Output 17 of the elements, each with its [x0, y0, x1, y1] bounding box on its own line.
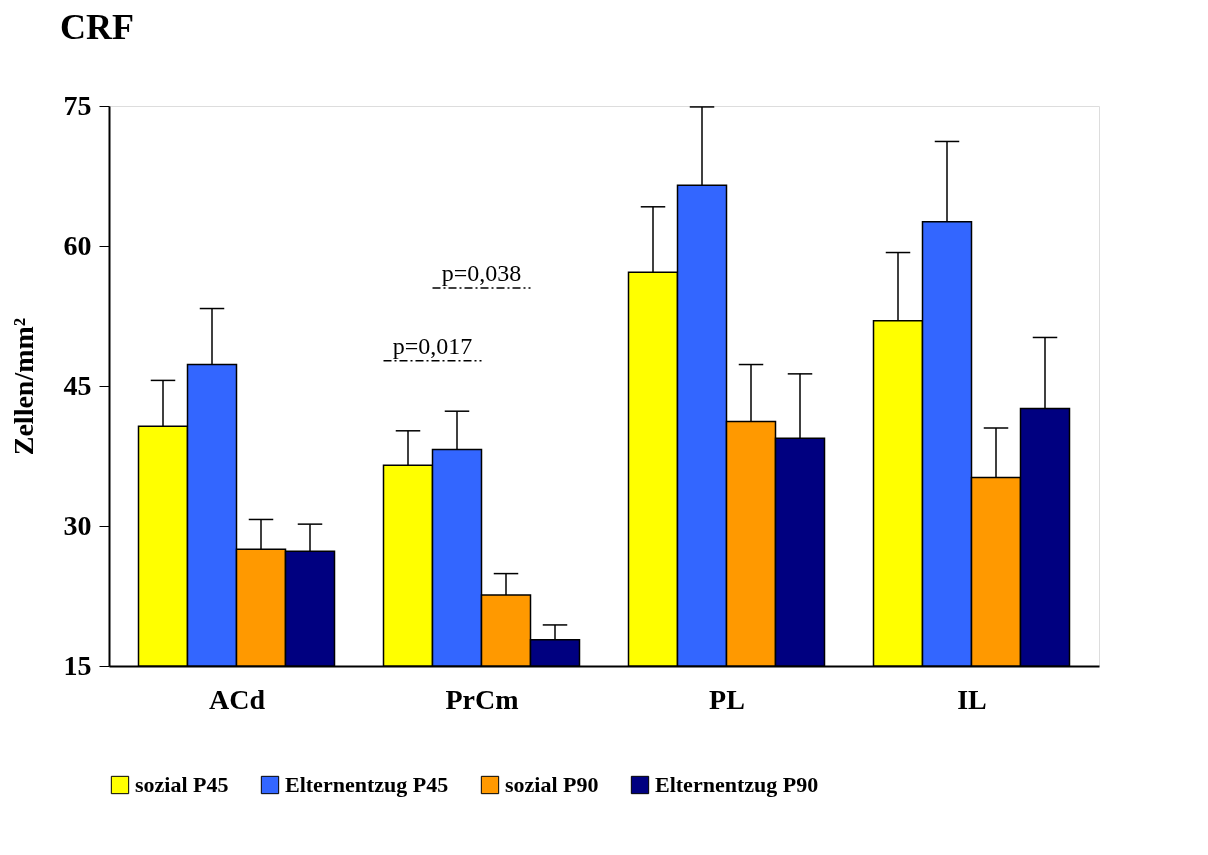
- y-tick-label: 45: [63, 369, 92, 401]
- x-tick-label: PrCm: [445, 683, 519, 715]
- x-tick-label: PL: [709, 683, 745, 715]
- legend-label: Elternentzug P90: [655, 772, 819, 797]
- y-tick-label: 15: [63, 649, 92, 681]
- x-tick-label: IL: [957, 683, 987, 715]
- legend-label: sozial P45: [135, 772, 229, 797]
- legend-label: sozial P90: [505, 772, 599, 797]
- y-tick-label: 30: [63, 509, 92, 541]
- annotation: p=0,017: [392, 332, 473, 359]
- y-tick-label: 75: [63, 89, 92, 121]
- chart-title: CRF: [60, 7, 134, 47]
- x-tick-label: ACd: [208, 683, 266, 715]
- legend-label: Elternentzug P45: [285, 772, 449, 797]
- annotation: p=0,038: [441, 260, 522, 286]
- y-axis-title: Zellen/mm²: [7, 317, 39, 456]
- y-tick-label: 60: [63, 229, 92, 261]
